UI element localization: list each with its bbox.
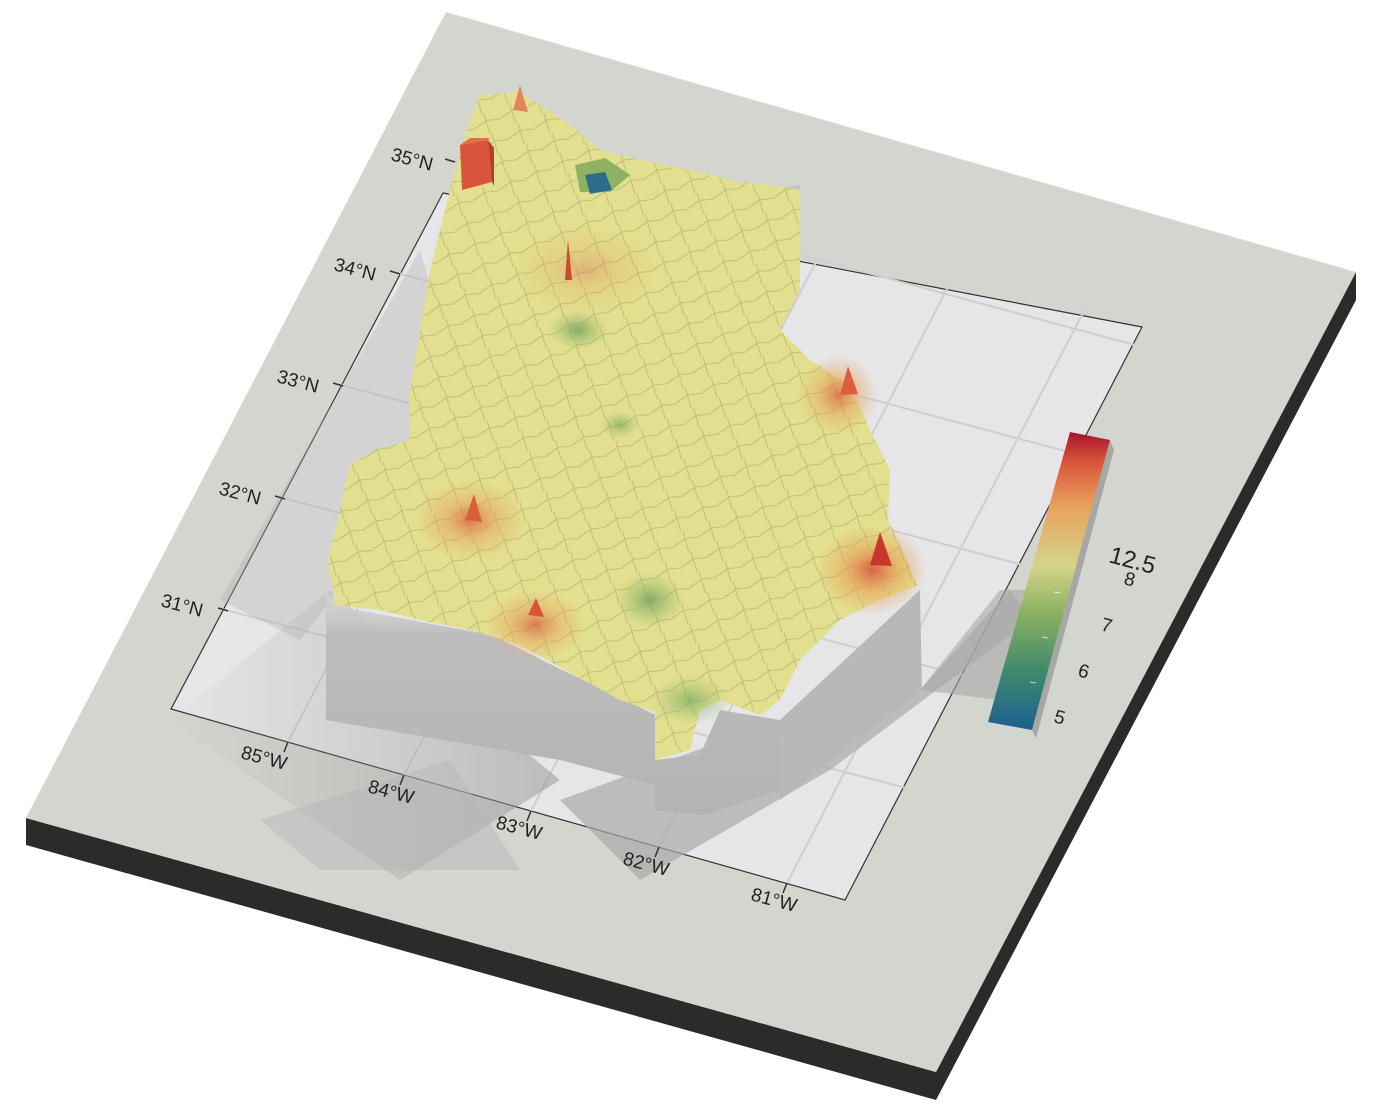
legend-label-8: 8: [1122, 569, 1138, 592]
base-side-right: [936, 272, 1356, 1100]
spike-savannah: [870, 532, 892, 566]
green-area-4: [600, 411, 640, 439]
green-area-1: [548, 310, 608, 350]
latitude-axis: [217, 158, 456, 612]
spike-northwest: [460, 138, 494, 190]
legend-bar-side: [1032, 440, 1114, 738]
longitude-axis: [283, 741, 788, 894]
extrusion-front: [326, 590, 780, 815]
extrusion-right: [780, 590, 922, 800]
green-area-3: [650, 675, 730, 725]
green-area-2: [615, 572, 685, 628]
spike-augusta: [840, 366, 858, 395]
legend-label-6: 6: [1076, 661, 1092, 684]
legend-label-5: 5: [1052, 707, 1068, 730]
hotspot-savannah: [817, 525, 927, 615]
hotspot-augusta: [798, 355, 878, 435]
legend-label-7: 7: [1099, 615, 1115, 638]
spike-albany: [528, 598, 544, 617]
spike-north: [513, 85, 528, 112]
hotspot-atlanta: [510, 225, 660, 315]
legend-bar-front: [988, 432, 1110, 730]
base-side-front: [26, 818, 936, 1100]
georgia-map: [328, 85, 927, 760]
spike-atlanta: [565, 240, 572, 280]
hotspot-albany: [485, 590, 585, 660]
spike-columbus: [465, 494, 482, 522]
low-value-core: [585, 172, 612, 194]
